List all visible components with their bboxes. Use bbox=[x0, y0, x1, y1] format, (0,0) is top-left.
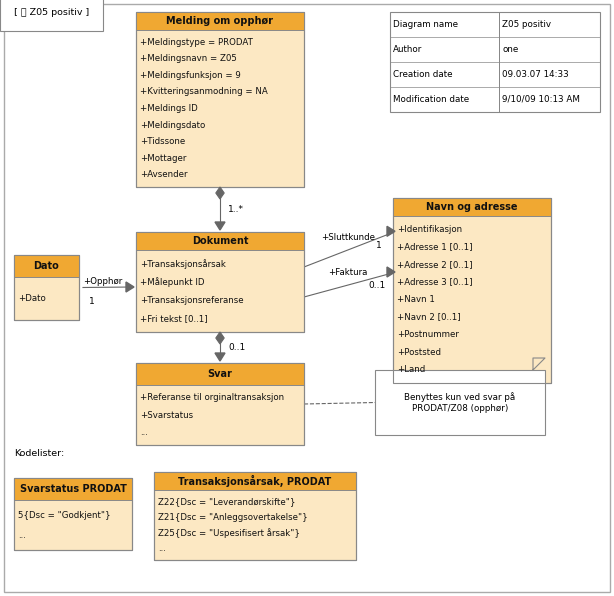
Bar bbox=[136, 363, 304, 385]
Bar bbox=[136, 232, 304, 332]
Polygon shape bbox=[216, 187, 224, 199]
Text: +Poststed: +Poststed bbox=[397, 347, 441, 357]
Text: +Dato: +Dato bbox=[18, 294, 46, 303]
Text: Z21{Dsc = "Anleggsovertakelse"}: Z21{Dsc = "Anleggsovertakelse"} bbox=[158, 513, 308, 522]
Text: 1: 1 bbox=[376, 241, 382, 250]
Polygon shape bbox=[126, 282, 134, 292]
Bar bbox=[136, 12, 304, 187]
Polygon shape bbox=[215, 353, 225, 361]
Polygon shape bbox=[387, 267, 395, 277]
Text: Melding om opphør: Melding om opphør bbox=[166, 16, 273, 26]
Text: Kodelister:: Kodelister: bbox=[14, 449, 64, 458]
Text: +Tidssone: +Tidssone bbox=[140, 137, 185, 146]
Text: +Navn 2 [0..1]: +Navn 2 [0..1] bbox=[397, 312, 460, 322]
Bar bbox=[136, 12, 304, 30]
Text: [ 小 Z05 positiv ]: [ 小 Z05 positiv ] bbox=[14, 8, 89, 17]
Text: Modification date: Modification date bbox=[393, 95, 469, 104]
Text: +Land: +Land bbox=[397, 365, 426, 374]
Bar bbox=[14, 478, 132, 550]
Text: 9/10/09 10:13 AM: 9/10/09 10:13 AM bbox=[502, 95, 580, 104]
Text: Benyttes kun ved svar på
PRODAT/Z08 (opphør): Benyttes kun ved svar på PRODAT/Z08 (opp… bbox=[405, 392, 516, 412]
Text: Z05 positiv: Z05 positiv bbox=[502, 20, 551, 29]
Bar bbox=[393, 198, 551, 383]
Text: +Adresse 2 [0..1]: +Adresse 2 [0..1] bbox=[397, 260, 473, 269]
Text: +Adresse 3 [0..1]: +Adresse 3 [0..1] bbox=[397, 277, 473, 287]
Text: 1..*: 1..* bbox=[228, 204, 244, 213]
Text: 5{Dsc = "Godkjent"}: 5{Dsc = "Godkjent"} bbox=[18, 511, 111, 520]
Text: +Avsender: +Avsender bbox=[140, 170, 187, 179]
Text: +Mottager: +Mottager bbox=[140, 154, 187, 163]
Bar bbox=[375, 370, 545, 435]
Text: Creation date: Creation date bbox=[393, 70, 453, 79]
Text: 1: 1 bbox=[89, 297, 95, 306]
Text: +Meldingstype = PRODAT: +Meldingstype = PRODAT bbox=[140, 38, 253, 47]
Text: +Meldingsdato: +Meldingsdato bbox=[140, 120, 205, 129]
Text: +Sluttkunde: +Sluttkunde bbox=[321, 233, 375, 242]
Text: +Navn 1: +Navn 1 bbox=[397, 295, 435, 304]
Text: ...: ... bbox=[140, 428, 148, 437]
Bar bbox=[154, 472, 356, 560]
Bar bbox=[14, 478, 132, 550]
Text: +Faktura: +Faktura bbox=[328, 268, 368, 277]
Text: Dokument: Dokument bbox=[192, 236, 248, 246]
Polygon shape bbox=[387, 226, 395, 236]
Text: +Meldingsnavn = Z05: +Meldingsnavn = Z05 bbox=[140, 54, 237, 63]
Bar bbox=[14, 255, 79, 277]
Text: Z22{Dsc = "Leverandørskifte"}: Z22{Dsc = "Leverandørskifte"} bbox=[158, 497, 295, 506]
Bar bbox=[14, 255, 79, 320]
Text: one: one bbox=[502, 45, 518, 54]
Bar bbox=[136, 363, 304, 445]
Polygon shape bbox=[215, 222, 225, 230]
Text: +Adresse 1 [0..1]: +Adresse 1 [0..1] bbox=[397, 242, 473, 252]
Text: +Målepunkt ID: +Målepunkt ID bbox=[140, 277, 204, 287]
Text: +Identifikasjon: +Identifikasjon bbox=[397, 225, 462, 234]
Bar bbox=[136, 12, 304, 187]
Bar bbox=[136, 232, 304, 250]
Text: Svarstatus PRODAT: Svarstatus PRODAT bbox=[20, 484, 126, 494]
Text: Author: Author bbox=[393, 45, 422, 54]
Text: +Opphør: +Opphør bbox=[83, 277, 122, 285]
Text: Diagram name: Diagram name bbox=[393, 20, 458, 29]
Text: Transaksjonsårsak, PRODAT: Transaksjonsårsak, PRODAT bbox=[179, 475, 332, 487]
Bar bbox=[393, 198, 551, 216]
Bar bbox=[154, 472, 356, 490]
Polygon shape bbox=[216, 332, 224, 344]
Text: +Referanse til orginaltransaksjon: +Referanse til orginaltransaksjon bbox=[140, 393, 284, 402]
Text: +Meldings ID: +Meldings ID bbox=[140, 104, 198, 113]
Text: 0..1: 0..1 bbox=[228, 343, 245, 352]
Bar bbox=[14, 478, 132, 500]
Text: 0..1: 0..1 bbox=[368, 281, 386, 290]
Bar bbox=[136, 363, 304, 445]
Text: +Meldingsfunksjon = 9: +Meldingsfunksjon = 9 bbox=[140, 71, 241, 80]
Text: +Svarstatus: +Svarstatus bbox=[140, 411, 193, 420]
Bar bbox=[390, 12, 600, 112]
Bar bbox=[136, 232, 304, 332]
Text: Navn og adresse: Navn og adresse bbox=[426, 202, 518, 212]
Text: 09.03.07 14:33: 09.03.07 14:33 bbox=[502, 70, 569, 79]
Text: +Kvitteringsanmodning = NA: +Kvitteringsanmodning = NA bbox=[140, 88, 268, 97]
Text: Svar: Svar bbox=[208, 369, 233, 379]
Text: Dato: Dato bbox=[34, 261, 60, 271]
Bar bbox=[14, 255, 79, 320]
Text: +Postnummer: +Postnummer bbox=[397, 330, 459, 339]
Text: ...: ... bbox=[18, 530, 26, 539]
Text: +Fri tekst [0..1]: +Fri tekst [0..1] bbox=[140, 314, 208, 323]
Text: +Transaksjonsreferanse: +Transaksjonsreferanse bbox=[140, 296, 244, 305]
Text: Z25{Dsc = "Uspesifisert årsak"}: Z25{Dsc = "Uspesifisert årsak"} bbox=[158, 528, 300, 538]
Bar bbox=[154, 472, 356, 560]
Text: ...: ... bbox=[158, 544, 166, 553]
Bar bbox=[393, 198, 551, 383]
Text: +Transaksjonsårsak: +Transaksjonsårsak bbox=[140, 259, 226, 269]
